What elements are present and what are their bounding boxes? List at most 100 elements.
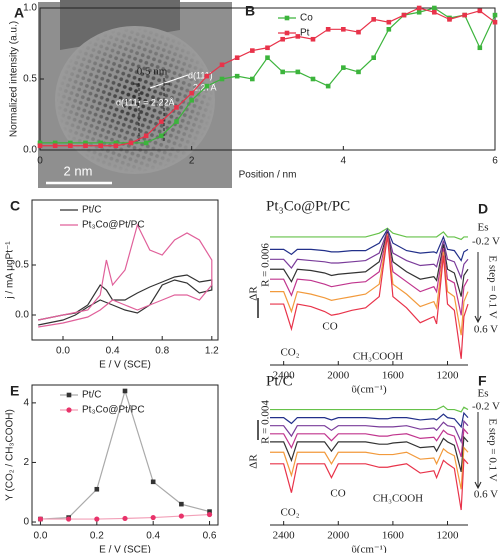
point <box>150 514 156 521</box>
annotation: 0.6 V <box>474 489 498 501</box>
point <box>356 69 361 75</box>
point <box>113 140 119 146</box>
legend-marker <box>66 392 72 398</box>
point <box>280 69 285 75</box>
point <box>52 143 58 149</box>
series-line <box>270 227 468 241</box>
point <box>325 83 331 89</box>
x-tick-label: 1600 <box>382 370 405 382</box>
legend-label: Pt <box>300 28 310 39</box>
point <box>219 62 225 68</box>
y-axis-label: ΔR <box>248 286 260 301</box>
annotation: -0.2 V <box>472 236 500 248</box>
point <box>128 140 134 146</box>
x-tick-label: 2400 <box>273 370 296 382</box>
point <box>265 55 270 60</box>
point <box>66 516 72 522</box>
x-tick-label: 0 <box>37 156 43 167</box>
point <box>250 76 255 82</box>
y-tick-label: 1.0 <box>23 3 37 14</box>
point <box>447 17 452 22</box>
step-arrow <box>474 412 482 490</box>
y-axis-label: Y (CO₂ / CH₃COOH) <box>5 409 16 501</box>
image-stripes <box>60 0 180 50</box>
point <box>113 143 119 149</box>
point <box>477 8 483 14</box>
point <box>37 516 44 522</box>
legend-label: Pt/C <box>82 390 101 401</box>
annotation-line <box>149 74 189 89</box>
point <box>310 76 316 82</box>
x-tick-label: 1.2 <box>205 346 219 357</box>
legend-label: Pt₃Co@Pt/PC <box>82 220 145 231</box>
point <box>280 36 285 42</box>
point <box>356 29 361 35</box>
y-tick-label: 0.0 <box>15 310 29 321</box>
x-axis-label: E / V (SCE) <box>99 360 151 371</box>
particle-edge <box>55 26 215 174</box>
x-tick-label: 1200 <box>437 530 460 542</box>
legend-marker <box>284 15 290 21</box>
point <box>52 140 58 146</box>
plot-frame <box>31 384 219 526</box>
annotation: E step = 0.1 V <box>486 418 498 481</box>
x-tick-label: 2000 <box>327 530 350 542</box>
point <box>189 98 194 103</box>
point <box>219 76 225 82</box>
series-line <box>270 427 469 458</box>
point <box>150 479 156 485</box>
x-tick-label: 0.4 <box>146 531 160 542</box>
series-line <box>270 411 469 429</box>
x-axis-label: Position / nm <box>239 170 297 181</box>
point <box>295 34 301 39</box>
point <box>386 19 392 25</box>
point <box>416 9 422 15</box>
plot-frame <box>31 199 219 341</box>
point <box>386 27 392 32</box>
x-tick-label: 2000 <box>327 370 350 382</box>
legend-label: Pt/C <box>82 205 101 216</box>
x-tick-label: 0.0 <box>56 346 70 357</box>
point <box>159 133 164 139</box>
annotation: R = 0.006 <box>260 243 272 287</box>
point <box>122 515 128 522</box>
point <box>462 12 467 18</box>
x-tick-label: 4 <box>341 156 347 167</box>
panel-label: A <box>14 5 24 21</box>
point <box>204 73 210 79</box>
y-tick-label: 0.0 <box>23 145 37 156</box>
legend-label: Pt₃Co@Pt/PC <box>82 405 145 416</box>
x-tick-label: 0.8 <box>155 346 169 357</box>
series-line <box>38 274 213 326</box>
point <box>341 27 346 32</box>
point <box>325 27 331 32</box>
point <box>68 140 73 146</box>
point <box>94 516 100 522</box>
chart-title: Pt/C <box>266 373 293 389</box>
point <box>234 55 240 60</box>
point <box>401 12 407 18</box>
series-line <box>270 435 469 473</box>
point <box>207 509 212 514</box>
annotation: E step = 0.1 V <box>486 255 498 318</box>
series-line <box>270 235 469 359</box>
x-tick-label: 1600 <box>382 530 405 542</box>
tem-image: A 2 nm d(111) 2.27Å d(111) = 2.22Å <box>14 0 232 188</box>
point <box>371 55 376 60</box>
series-line <box>270 231 469 297</box>
point <box>159 119 164 124</box>
panel-label: C <box>10 198 20 214</box>
series-line <box>270 405 469 413</box>
point <box>174 105 179 110</box>
point <box>174 119 179 124</box>
series-line <box>270 419 469 445</box>
legend-marker <box>66 407 72 413</box>
y-tick-label: 4 <box>23 398 29 409</box>
x-tick-label: 6 <box>492 156 498 167</box>
series-line <box>270 234 469 336</box>
x-axis-label: ῦ(cm⁻¹) <box>351 384 387 396</box>
point <box>492 12 498 18</box>
annotation: CO₂ <box>280 347 299 359</box>
point <box>204 83 210 89</box>
